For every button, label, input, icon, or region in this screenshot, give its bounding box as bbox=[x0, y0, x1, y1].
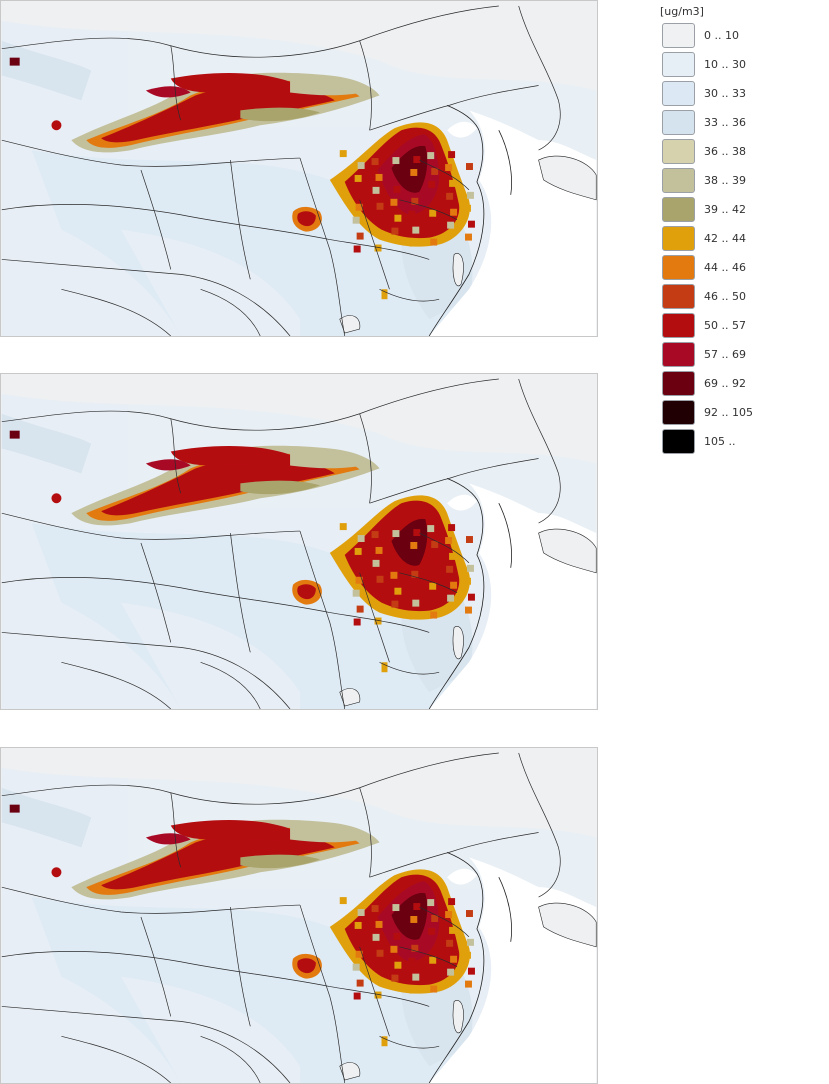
legend-label: 57 .. 69 bbox=[704, 348, 746, 361]
legend-item: 36 .. 38 bbox=[660, 139, 780, 168]
legend-item: 42 .. 44 bbox=[660, 226, 780, 255]
legend-label: 105 .. bbox=[704, 435, 736, 448]
legend-swatch bbox=[662, 168, 695, 193]
legend-unit-label: [ug/m3] bbox=[660, 5, 704, 18]
legend-label: 46 .. 50 bbox=[704, 290, 746, 303]
legend-item: 38 .. 39 bbox=[660, 168, 780, 197]
pollution-map-panel-2 bbox=[0, 373, 598, 710]
legend-swatch bbox=[662, 197, 695, 222]
legend-item: 105 .. bbox=[660, 429, 780, 458]
pollution-map-2 bbox=[1, 374, 597, 709]
legend-swatch bbox=[662, 400, 695, 425]
legend-item: 33 .. 36 bbox=[660, 110, 780, 139]
legend-swatch bbox=[662, 429, 695, 454]
legend-item: 57 .. 69 bbox=[660, 342, 780, 371]
legend-item: 0 .. 10 bbox=[660, 23, 780, 52]
pollution-map-1 bbox=[1, 1, 597, 336]
legend-label: 33 .. 36 bbox=[704, 116, 746, 129]
legend-label: 39 .. 42 bbox=[704, 203, 746, 216]
legend-label: 38 .. 39 bbox=[704, 174, 746, 187]
legend-label: 42 .. 44 bbox=[704, 232, 746, 245]
legend-label: 44 .. 46 bbox=[704, 261, 746, 274]
legend-label: 10 .. 30 bbox=[704, 58, 746, 71]
pollution-map-panel-1 bbox=[0, 0, 598, 337]
legend-swatch bbox=[662, 81, 695, 106]
legend-label: 69 .. 92 bbox=[704, 377, 746, 390]
legend-item: 92 .. 105 bbox=[660, 400, 780, 429]
legend-swatch bbox=[662, 313, 695, 338]
legend-label: 36 .. 38 bbox=[704, 145, 746, 158]
legend-item: 10 .. 30 bbox=[660, 52, 780, 81]
legend-label: 30 .. 33 bbox=[704, 87, 746, 100]
legend-swatch bbox=[662, 371, 695, 396]
legend-label: 0 .. 10 bbox=[704, 29, 739, 42]
legend-item: 39 .. 42 bbox=[660, 197, 780, 226]
legend-swatch bbox=[662, 255, 695, 280]
legend-item: 46 .. 50 bbox=[660, 284, 780, 313]
legend-swatch bbox=[662, 284, 695, 309]
legend-items: 0 .. 10 10 .. 30 30 .. 33 33 .. 36 36 .. 38 3… bbox=[660, 23, 780, 458]
color-legend: [ug/m3] 0 .. 10 10 .. 30 30 .. 33 33 .. 36 3… bbox=[660, 5, 780, 458]
legend-label: 92 .. 105 bbox=[704, 406, 753, 419]
legend-swatch bbox=[662, 52, 695, 77]
pollution-map-panel-3 bbox=[0, 747, 598, 1084]
legend-item: 50 .. 57 bbox=[660, 313, 780, 342]
legend-swatch bbox=[662, 139, 695, 164]
pollution-map-3 bbox=[1, 748, 597, 1083]
legend-swatch bbox=[662, 110, 695, 135]
legend-swatch bbox=[662, 342, 695, 367]
legend-item: 69 .. 92 bbox=[660, 371, 780, 400]
legend-swatch bbox=[662, 23, 695, 48]
legend-swatch bbox=[662, 226, 695, 251]
legend-label: 50 .. 57 bbox=[704, 319, 746, 332]
legend-item: 44 .. 46 bbox=[660, 255, 780, 284]
legend-item: 30 .. 33 bbox=[660, 81, 780, 110]
